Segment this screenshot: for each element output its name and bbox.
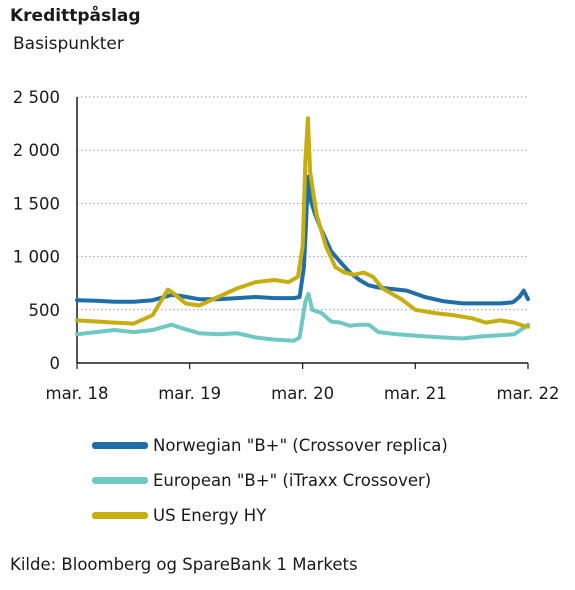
series-line-european xyxy=(75,291,530,343)
legend: Norwegian "B+" (Crossover replica) Europ… xyxy=(92,428,448,533)
y-tick-label: 2 500 xyxy=(13,88,60,107)
legend-item-us-energy: US Energy HY xyxy=(92,498,448,533)
legend-swatch-norwegian xyxy=(92,442,148,449)
legend-swatch-european xyxy=(92,477,148,484)
series-line-us-energy xyxy=(75,116,530,329)
y-tick-label: 500 xyxy=(29,301,61,320)
y-axis-ticks: 0 500 1 000 1 500 2 000 2 500 xyxy=(13,88,60,373)
legend-item-norwegian: Norwegian "B+" (Crossover replica) xyxy=(92,428,448,463)
legend-label-european: European "B+" (iTraxx Crossover) xyxy=(153,471,432,490)
legend-label-norwegian: Norwegian "B+" (Crossover replica) xyxy=(153,436,448,455)
legend-swatch-us-energy xyxy=(92,512,148,519)
x-tick-label: mar. 22 xyxy=(497,384,560,403)
x-tick-label: mar. 20 xyxy=(271,384,334,403)
legend-item-european: European "B+" (iTraxx Crossover) xyxy=(92,463,448,498)
y-tick-label: 1 500 xyxy=(13,194,60,213)
y-tick-label: 0 xyxy=(50,354,61,373)
y-axis-unit-label: Basispunkter xyxy=(13,34,124,54)
x-tick-label: mar. 18 xyxy=(46,384,109,403)
y-tick-label: 1 000 xyxy=(13,248,60,267)
x-tick-label: mar. 19 xyxy=(158,384,221,403)
legend-label-us-energy: US Energy HY xyxy=(153,506,267,525)
y-tick-label: 2 000 xyxy=(13,141,60,160)
chart-title: Kredittpåslag xyxy=(10,6,141,26)
source-note: Kilde: Bloomberg og SpareBank 1 Markets xyxy=(10,555,358,574)
x-tick-label: mar. 21 xyxy=(384,384,447,403)
x-axis: mar. 18 mar. 19 mar. 20 mar. 21 mar. 22 xyxy=(46,97,560,403)
series-lines xyxy=(75,116,530,343)
